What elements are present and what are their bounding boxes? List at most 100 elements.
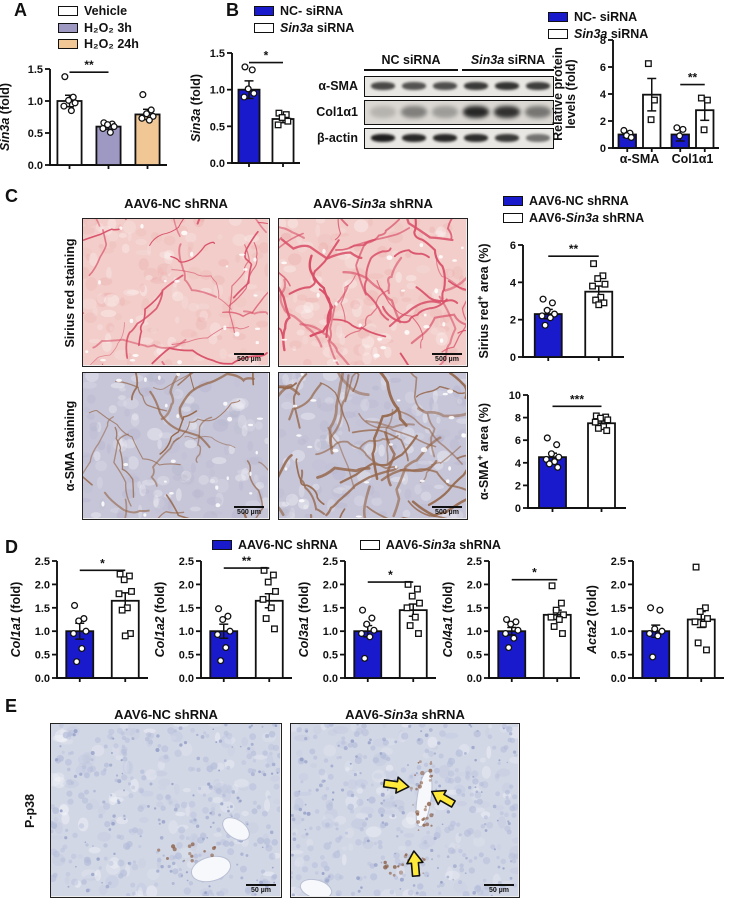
svg-text:0.5: 0.5 <box>323 650 338 662</box>
scale-bar-line <box>234 505 264 508</box>
legend-swatch <box>503 196 523 207</box>
blot-header-sin3a-label: Sin3a siRNA <box>471 53 545 67</box>
svg-text:0.0: 0.0 <box>467 673 482 685</box>
panel-b-legend: NC- siRNA Sin3a siRNA <box>254 5 354 34</box>
svg-text:0.5: 0.5 <box>35 650 50 662</box>
scale-bar-line <box>432 352 462 355</box>
svg-text:0: 0 <box>515 503 521 515</box>
svg-text:1.5: 1.5 <box>323 603 338 615</box>
legend-item: Vehicle <box>58 5 139 18</box>
svg-text:1.0: 1.0 <box>467 626 482 638</box>
scale-bar-label: 50 µm <box>251 887 271 894</box>
svg-text:6: 6 <box>515 435 521 447</box>
svg-text:0.0: 0.0 <box>323 673 338 685</box>
text-part: siRNA <box>504 53 546 67</box>
scale-bar-label: 50 µm <box>489 887 509 894</box>
panel-e-col1-header: AAV6-NC shRNA <box>114 707 218 722</box>
blot-band <box>370 133 395 142</box>
asma-stain-sin3a-image: 500 µm <box>278 372 468 520</box>
panel-d-col3a1-chart: 0.0 0.5 1.0 1.5 2.0 2.5 Col3a1 (fold) * <box>297 556 436 685</box>
text-part: shRNA <box>385 196 433 211</box>
legend-label: Sin3a siRNA <box>280 20 355 35</box>
svg-text:6: 6 <box>600 62 606 74</box>
legend-swatch <box>548 28 568 39</box>
svg-text:1.5: 1.5 <box>210 48 225 60</box>
svg-text:Col4a1 (fold): Col4a1 (fold) <box>441 582 455 658</box>
blot-band <box>431 105 458 118</box>
blot-band <box>401 81 426 90</box>
panel-d-label: D <box>5 537 18 557</box>
blot-band <box>370 81 395 90</box>
blot-protein-label: β-actin <box>317 131 358 145</box>
svg-text:0.5: 0.5 <box>611 650 626 662</box>
western-blot: NC siRNA Sin3a siRNA α-SMA Col1α1 β-actin <box>300 50 562 154</box>
text-part: Sin3a <box>470 53 505 67</box>
panel-a-label: A <box>14 0 27 20</box>
panel-c-legend: AAV6-NC shRNA AAV6-Sin3a shRNA <box>503 195 644 224</box>
scale-bar: 500 µm <box>234 505 264 516</box>
panel-c-row1-label: Sirius red staining <box>63 238 77 348</box>
svg-text:4: 4 <box>510 277 517 289</box>
svg-text:0.0: 0.0 <box>179 673 194 685</box>
svg-text:8: 8 <box>515 413 521 425</box>
svg-text:2.0: 2.0 <box>323 579 338 591</box>
svg-text:1.0: 1.0 <box>210 85 225 97</box>
svg-text:0.5: 0.5 <box>28 128 43 140</box>
panel-d-col1a1-chart: 0.0 0.5 1.0 1.5 2.0 2.5 Col1a1 (fold) * <box>9 556 148 685</box>
panel-d-col4a1-chart: 0.0 0.5 1.0 1.5 2.0 2.5 Col4a1 (fold) * <box>441 556 580 685</box>
svg-text:1.0: 1.0 <box>323 626 338 638</box>
svg-text:2.0: 2.0 <box>611 579 626 591</box>
svg-text:0.5: 0.5 <box>179 650 194 662</box>
blot-strip <box>364 100 554 125</box>
scale-bar: 50 µm <box>484 883 514 894</box>
svg-text:1.5: 1.5 <box>467 603 482 615</box>
svg-text:1.0: 1.0 <box>179 626 194 638</box>
scale-bar: 500 µm <box>234 352 264 363</box>
scale-bar: 500 µm <box>432 352 462 363</box>
legend-label: AAV6-NC shRNA <box>529 194 629 208</box>
svg-text:**: ** <box>84 58 94 72</box>
blot-band <box>462 105 489 118</box>
blot-band <box>401 133 426 142</box>
svg-text:8: 8 <box>600 35 606 47</box>
svg-text:0.0: 0.0 <box>28 160 43 172</box>
legend-label: AAV6-Sin3a shRNA <box>385 538 501 552</box>
panel-c-row2-label: α-SMA staining <box>63 400 77 492</box>
blot-band <box>525 81 550 90</box>
legend-swatch <box>548 12 568 23</box>
sirius-red-nc-image: 500 µm <box>82 218 270 367</box>
panel-d-acta2-chart: 0.0 0.5 1.0 1.5 2.0 2.5 Acta2 (fold) <box>585 556 724 685</box>
legend-swatch <box>58 22 78 33</box>
svg-text:0.0: 0.0 <box>35 673 50 685</box>
svg-text:**: ** <box>569 242 579 256</box>
arrow-annotation <box>406 850 424 878</box>
blot-header-sin3a-sirna: Sin3a siRNA <box>462 54 554 71</box>
scale-bar-label: 500 µm <box>237 509 261 516</box>
legend-label: AAV6-Sin3a shRNA <box>529 210 645 225</box>
svg-text:0: 0 <box>510 352 516 364</box>
legend-label: NC- siRNA <box>574 10 638 24</box>
blot-band <box>525 133 550 142</box>
scale-bar-line <box>234 352 264 355</box>
panel-e-row-label: P-p38 <box>23 793 37 829</box>
svg-text:2: 2 <box>510 315 516 327</box>
legend-swatch <box>359 540 380 551</box>
svg-text:1.5: 1.5 <box>179 603 194 615</box>
svg-text:Col1α1: Col1α1 <box>672 152 714 166</box>
scale-bar-label: 500 µm <box>435 356 459 363</box>
svg-text:0.0: 0.0 <box>210 158 225 170</box>
svg-text:1.0: 1.0 <box>35 626 50 638</box>
blot-band <box>400 105 427 118</box>
panel-d-col1a2-chart: 0.0 0.5 1.0 1.5 2.0 2.5 Col1a2 (fold) ** <box>153 554 292 685</box>
panel-e-col2-header: AAV6-Sin3a shRNA <box>290 707 520 722</box>
svg-text:0.0: 0.0 <box>611 673 626 685</box>
svg-text:2.5: 2.5 <box>179 556 194 568</box>
svg-text:4: 4 <box>515 458 522 470</box>
svg-text:*: * <box>532 566 537 580</box>
legend-item: Sin3a siRNA <box>548 27 648 41</box>
svg-text:0.5: 0.5 <box>467 650 482 662</box>
svg-text:1.0: 1.0 <box>28 96 43 108</box>
svg-text:Acta2 (fold): Acta2 (fold) <box>585 585 599 655</box>
pp38-stain-nc-image: 50 µm <box>50 723 282 898</box>
